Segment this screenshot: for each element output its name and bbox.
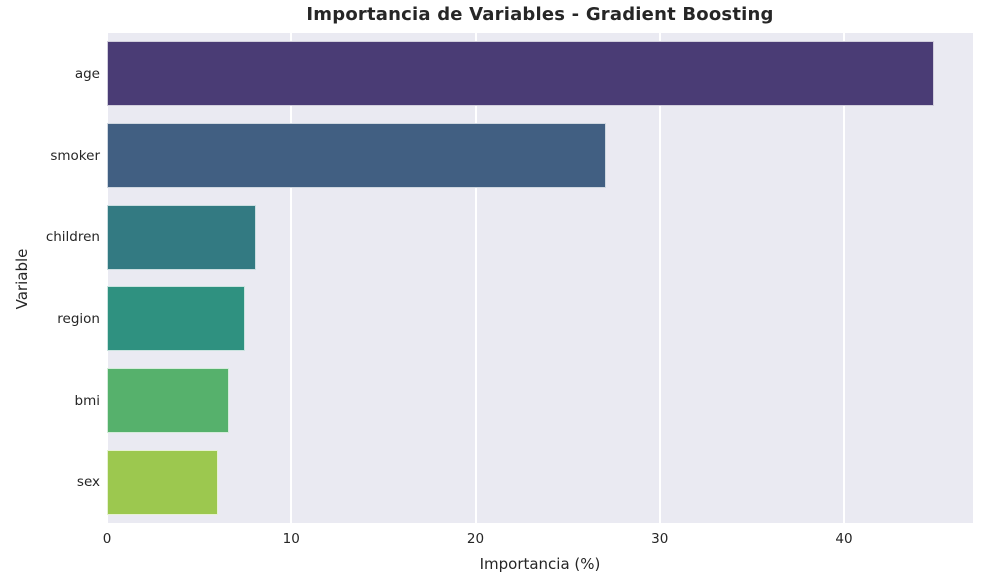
gridline-x-40 (843, 33, 846, 523)
y-axis-label: Variable (13, 248, 31, 310)
bar-age (107, 41, 935, 107)
bar-row-age (107, 41, 973, 107)
y-tick-label-age: age (74, 65, 100, 82)
bar-row-sex (107, 449, 973, 515)
gridline-x-10 (290, 33, 293, 523)
x-tick-label-20: 20 (466, 531, 485, 547)
x-axis-label: Importancia (%) (479, 555, 601, 573)
gridline-x-20 (474, 33, 477, 523)
chart-title: Importancia de Variables - Gradient Boos… (306, 4, 774, 25)
y-tick-label-sex: sex (76, 474, 100, 491)
gridline-x-0 (106, 33, 108, 523)
bar-row-children (107, 204, 973, 270)
x-tick-label-0: 0 (102, 531, 112, 547)
y-tick-label-smoker: smoker (50, 147, 100, 164)
y-tick-label-region: region (57, 310, 100, 327)
bar-children (107, 204, 257, 270)
x-tick-label-10: 10 (282, 531, 300, 547)
bar-row-smoker (107, 122, 973, 189)
y-tick-label-children: children (45, 229, 100, 246)
x-tick-label-30: 30 (651, 531, 669, 547)
bar-sex (107, 449, 218, 515)
y-tick-label-bmi: bmi (74, 392, 100, 409)
bar-row-bmi (107, 367, 973, 434)
bar-bmi (107, 367, 229, 434)
bar-smoker (107, 122, 607, 189)
bar-region (107, 286, 246, 352)
plot-area (106, 33, 973, 523)
bar-row-region (107, 286, 973, 352)
gridline-x-30 (658, 33, 661, 523)
x-tick-label-40: 40 (835, 531, 853, 547)
